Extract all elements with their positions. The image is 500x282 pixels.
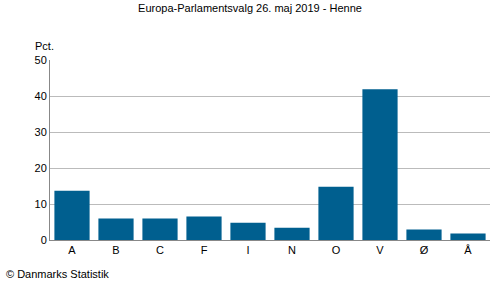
svg-text:Europa-Parlamentsvalg 26. maj: Europa-Parlamentsvalg 26. maj 2019 - Hen… (138, 2, 362, 14)
svg-text:Pct.: Pct. (35, 40, 54, 52)
svg-text:30: 30 (35, 126, 47, 138)
svg-text:A: A (68, 244, 76, 256)
svg-text:Ø: Ø (420, 244, 429, 256)
svg-text:© Danmarks Statistik: © Danmarks Statistik (6, 268, 109, 280)
svg-text:O: O (332, 244, 341, 256)
svg-text:F: F (201, 244, 208, 256)
svg-text:C: C (156, 244, 164, 256)
svg-text:V: V (376, 244, 384, 256)
svg-text:50: 50 (35, 54, 47, 66)
svg-text:Å: Å (464, 244, 472, 256)
svg-text:N: N (288, 244, 296, 256)
svg-text:B: B (112, 244, 119, 256)
svg-text:10: 10 (35, 198, 47, 210)
svg-text:40: 40 (35, 90, 47, 102)
svg-text:20: 20 (35, 162, 47, 174)
svg-text:I: I (246, 244, 249, 256)
svg-text:0: 0 (41, 234, 47, 246)
